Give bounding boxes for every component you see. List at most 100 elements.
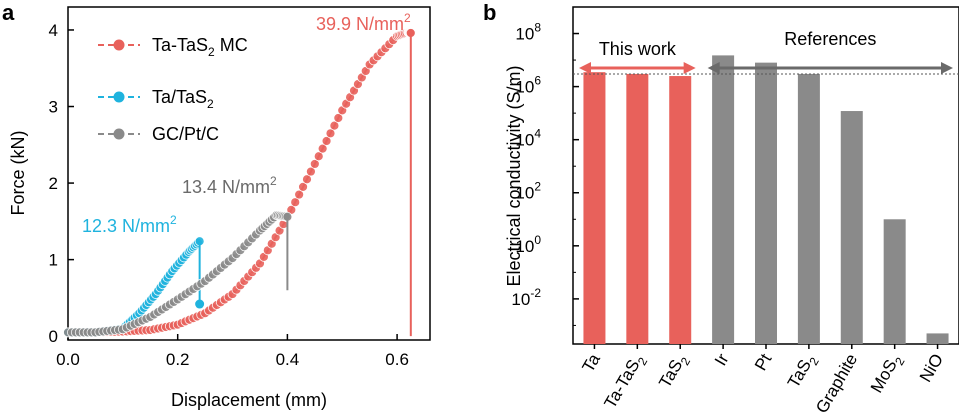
y-tick-base: 10 — [511, 290, 530, 309]
bar-ta-tas2 — [626, 73, 649, 344]
x-tick-label: Pt — [751, 350, 776, 374]
x-tick-label-text: Graphite — [812, 351, 861, 415]
data-point — [306, 166, 316, 177]
bar-tas2 — [669, 76, 692, 345]
group-annotation-label: References — [784, 29, 876, 49]
y-tick-exponent: 4 — [534, 127, 541, 141]
y-tick-label: 0 — [49, 327, 58, 346]
y-tick-label: 100 — [515, 233, 541, 256]
y-tick-base: 10 — [515, 25, 534, 44]
panel-a-plot-frame — [67, 6, 431, 341]
x-tick-label: 0.2 — [166, 350, 190, 369]
data-point — [195, 299, 205, 309]
legend-label-tail: MC — [215, 35, 248, 55]
panel-b-annotations: This work References — [573, 29, 959, 75]
bar-mos2 — [883, 219, 906, 344]
legend-label: Ta-TaS2 MC — [152, 35, 248, 59]
x-tick-label: TaS2 — [784, 350, 822, 393]
x-tick-label: 0.0 — [56, 350, 80, 369]
x-tick-label: NiO — [916, 351, 947, 386]
y-tick-base: 10 — [515, 237, 534, 256]
legend-label-subscript: 2 — [208, 45, 215, 59]
y-tick-base: 10 — [515, 78, 534, 97]
legend-label-text: GC/Pt/C — [152, 124, 219, 144]
x-tick-label: Ir — [711, 350, 733, 369]
annotation-superscript: 2 — [270, 174, 277, 188]
y-tick-label: 102 — [515, 180, 541, 203]
y-tick-label: 2 — [49, 174, 58, 193]
annotation-superscript: 2 — [404, 11, 411, 25]
y-tick-exponent: 8 — [534, 21, 541, 35]
x-tick-label-text: Pt — [751, 350, 776, 374]
legend-label-text: Ta-TaS — [152, 35, 208, 55]
y-tick-label: 108 — [515, 21, 541, 44]
y-tick-base: 10 — [515, 184, 534, 203]
bar-ir — [712, 55, 735, 345]
legend-label-subscript: 2 — [207, 97, 214, 111]
data-point — [294, 189, 305, 200]
x-tick-label: 0.4 — [276, 350, 300, 369]
legend-label: GC/Pt/C — [152, 124, 219, 144]
bar-graphite — [840, 111, 863, 345]
data-point — [333, 113, 344, 123]
strength-annotation: 13.4 N/mm2 — [182, 174, 277, 197]
legend-marker — [113, 91, 125, 103]
panel-label-b: b — [483, 0, 496, 25]
y-tick-exponent: 2 — [534, 180, 541, 194]
x-tick-label: MoS2 — [867, 350, 908, 398]
y-tick-base: 10 — [515, 131, 534, 150]
annotation-text: 13.4 N/mm — [182, 177, 270, 197]
legend-label: Ta/TaS2 — [152, 87, 214, 111]
x-tick-label: TaS2 — [655, 350, 693, 393]
y-tick-label: 106 — [515, 74, 541, 97]
y-tick-label: 10-2 — [511, 286, 541, 309]
y-tick-exponent: 6 — [534, 74, 541, 88]
series-gc-pt-c — [63, 210, 293, 338]
panel-a-x-axis-label: Displacement (mm) — [171, 390, 327, 410]
annotation-text: 39.9 N/mm — [316, 14, 404, 34]
strength-annotation: 12.3 N/mm2 — [82, 213, 177, 236]
group-annotation-label: This work — [599, 39, 677, 59]
legend-label-text: Ta/TaS — [152, 87, 207, 107]
strength-annotation: 39.9 N/mm2 — [316, 11, 411, 34]
panel-b-bars — [583, 55, 949, 345]
group-arrow-head-right — [683, 62, 696, 74]
x-tick-label-text: Ta-TaS — [601, 356, 644, 411]
y-tick-exponent: 0 — [534, 233, 541, 247]
panel-a-y-axis-label: Force (kN) — [8, 131, 28, 216]
panel-b-y-axis-label: Electrical conductivity (S/m) — [504, 65, 524, 286]
y-tick-label: 4 — [49, 21, 58, 40]
group-arrow-head-left — [707, 62, 720, 74]
data-point — [309, 159, 320, 169]
data-point — [321, 136, 332, 146]
bar-ta — [583, 72, 606, 344]
x-tick-label: Ta — [578, 350, 604, 376]
data-point — [302, 174, 312, 185]
data-point — [325, 128, 336, 139]
y-tick-label: 104 — [515, 127, 541, 150]
bar-pt — [755, 62, 777, 344]
bar-nio — [926, 333, 949, 344]
x-tick-label-text: Ir — [711, 350, 733, 369]
data-point — [329, 120, 340, 131]
x-tick-label-text: NiO — [916, 351, 947, 386]
y-tick-exponent: -2 — [530, 286, 541, 300]
panel-a-series — [63, 27, 416, 338]
bar-tas2 — [797, 73, 820, 344]
x-tick-label: Ta-TaS2 — [601, 350, 651, 413]
legend-marker — [113, 128, 125, 140]
annotation-superscript: 2 — [170, 213, 177, 227]
data-point — [317, 143, 328, 154]
data-point — [290, 197, 301, 208]
x-tick-label: Graphite — [812, 351, 861, 415]
panel-label-a: a — [2, 0, 15, 25]
y-tick-label: 1 — [49, 251, 58, 270]
y-tick-label: 3 — [49, 98, 58, 117]
group-arrow-head-right — [941, 62, 953, 74]
group-arrow-head-left — [579, 62, 591, 74]
